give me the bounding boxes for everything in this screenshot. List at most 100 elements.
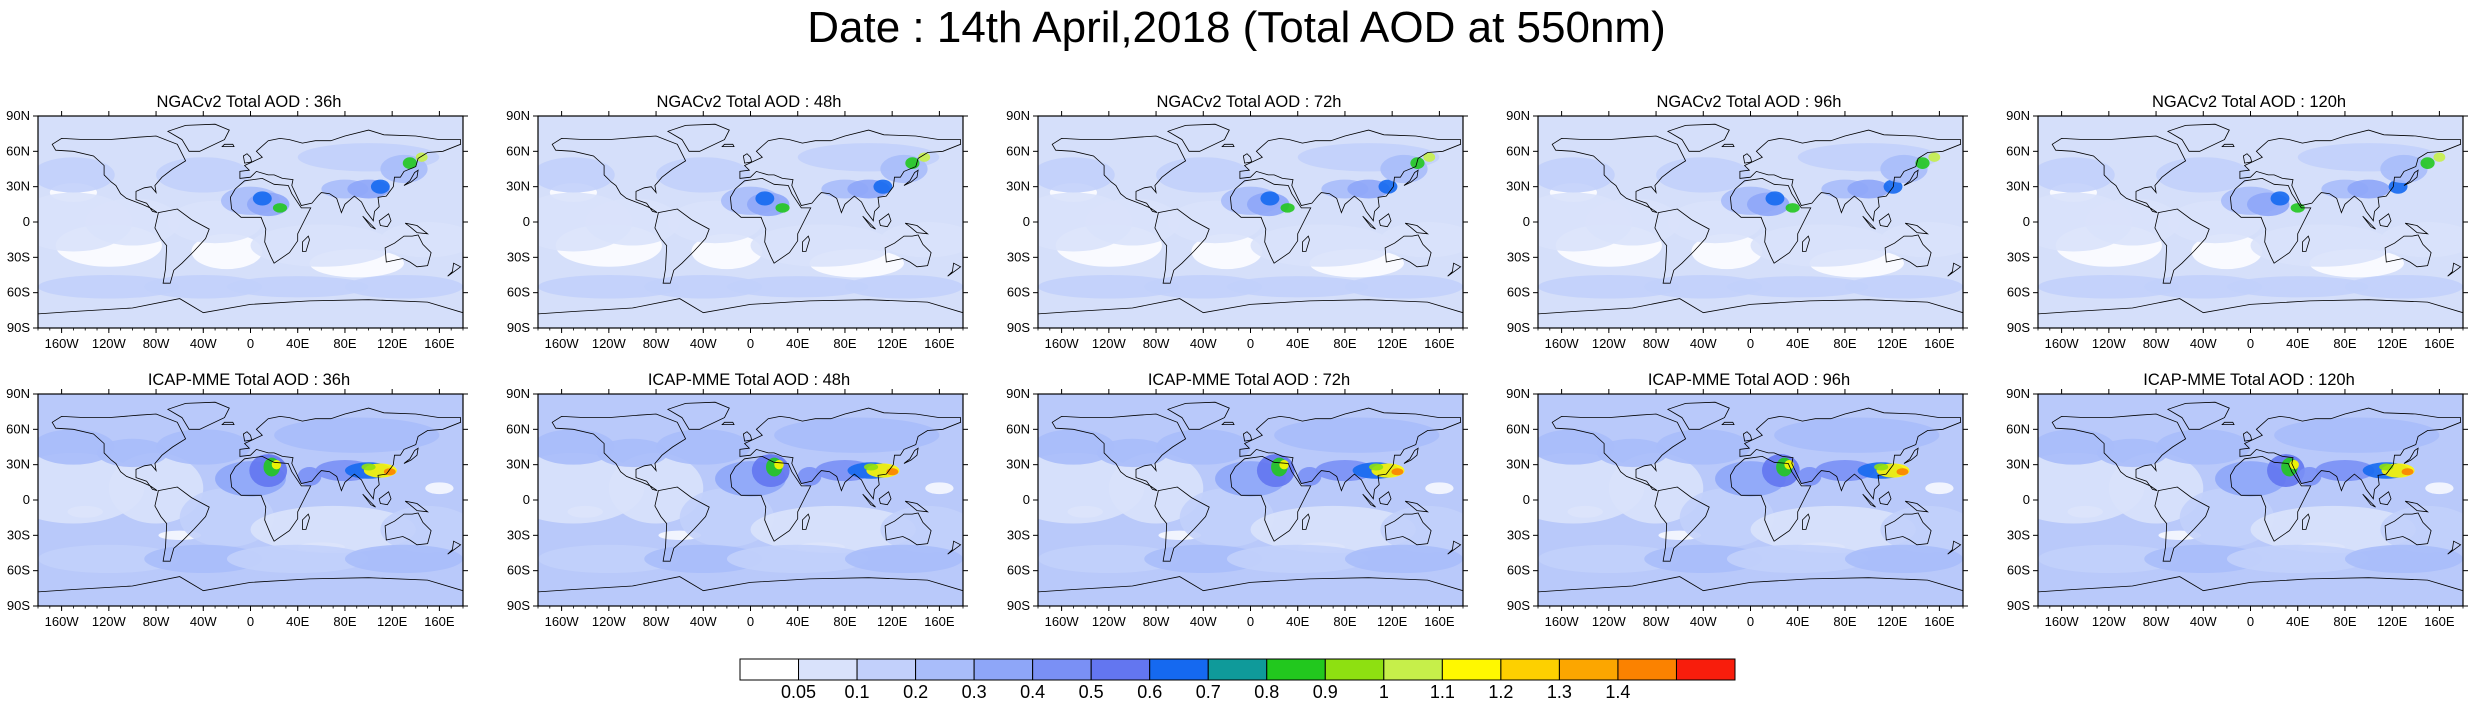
map-panel: NGACv2 Total AOD : 120h 90N 60N 30N 0 30S 60S 9… [2000, 92, 2473, 352]
coastline [729, 455, 812, 542]
lat-tick-label: 30S [2007, 527, 2030, 542]
coastline [1729, 177, 1812, 264]
coastline [1538, 298, 1963, 328]
coastline [1239, 407, 1461, 500]
lat-tick-label: 60S [507, 285, 530, 300]
coastline [903, 447, 919, 464]
lon-tick-label: 40E [1786, 336, 1809, 351]
coastline [2362, 215, 2376, 230]
aod-contour [344, 544, 463, 574]
coastline [878, 213, 892, 228]
aod-contour [2270, 191, 2290, 206]
panel-title: NGACv2 Total AOD : 48h [656, 93, 842, 111]
coastline [1721, 143, 1735, 147]
low-aod-region [925, 482, 954, 495]
aod-contour [2380, 222, 2463, 258]
coastline [2404, 222, 2429, 235]
aod-contour [2380, 505, 2463, 553]
aod-contour [1797, 467, 1822, 486]
aod-contour [644, 544, 763, 574]
lon-tick-label: 120E [2377, 614, 2408, 629]
coastline [1739, 129, 1961, 222]
colorbar-label: 0.3 [962, 682, 987, 701]
lon-tick-label: 80E [333, 336, 356, 351]
aod-contour [274, 417, 440, 453]
lat-tick-label: 90S [7, 598, 30, 613]
lat-tick-label: 90S [507, 320, 530, 335]
low-aod-region [1925, 482, 1954, 495]
aod-contour [1538, 157, 1615, 193]
aod-contour [38, 157, 115, 193]
lon-tick-label: 40E [786, 614, 809, 629]
colorbar-label: 1.4 [1605, 682, 1630, 701]
coastline [1051, 135, 1187, 213]
coastline [1154, 208, 1210, 284]
map-plot: 90N 60N 30N 0 30S 60S 90S 160W 120W 80W 40W 0 40E 80E… [6, 386, 468, 629]
coastline [1884, 512, 1932, 546]
map-plot: 90N 60N 30N 0 30S 60S 90S 160W 120W 80W 40W 0 40E 80E… [2006, 108, 2468, 351]
lon-tick-label: 80W [1143, 614, 1170, 629]
aod-contour [2250, 505, 2416, 553]
low-aod-region [425, 482, 454, 495]
lat-tick-label: 60S [7, 563, 30, 578]
map-panel: NGACv2 Total AOD : 48h 90N 60N 30N 0 30S 60S 90… [500, 92, 998, 352]
coastline [447, 540, 462, 555]
lon-tick-label: 80W [1643, 614, 1670, 629]
map-plot: 90N 60N 30N 0 30S 60S 90S 160W 120W 80W 40W 0 40E 80E… [506, 108, 968, 351]
aod-contour [1915, 157, 1930, 169]
aod-contour [1538, 429, 1615, 465]
lon-tick-label: 0 [247, 336, 254, 351]
aod-contour [1844, 544, 1963, 574]
lon-tick-label: 120E [1877, 336, 1908, 351]
coastline [378, 491, 392, 506]
aod-contour [1726, 276, 1869, 298]
coastline [154, 486, 210, 562]
coastline [2221, 143, 2235, 147]
lat-tick-label: 90N [1506, 108, 1530, 123]
aod-contour [250, 224, 393, 267]
lon-tick-label: 80E [1833, 336, 1856, 351]
map-panel: ICAP-MME Total AOD : 48h 90N 60N 30N 0 30S 60S… [500, 370, 998, 630]
aod-contour [1038, 429, 1115, 465]
panel-title: ICAP-MME Total AOD : 48h [647, 371, 851, 389]
lon-tick-label: 40W [690, 336, 717, 351]
aod-contour [1250, 505, 1416, 553]
coastline [1378, 213, 1392, 228]
coastline [884, 512, 932, 546]
coastline [742, 431, 753, 442]
lat-tick-label: 30N [6, 179, 30, 194]
coastline [403, 169, 419, 186]
coastline [2229, 455, 2312, 542]
coastline [239, 407, 461, 500]
coastline [1362, 493, 1376, 508]
lat-tick-label: 30N [2006, 179, 2030, 194]
aod-contour [1656, 157, 1751, 193]
aod-contour [361, 463, 376, 471]
aod-contour [2038, 429, 2115, 465]
coastline [2447, 540, 2462, 555]
coastline [403, 447, 419, 464]
aod-contour [1250, 224, 1393, 267]
aod-contour [1179, 488, 1275, 548]
coastline [229, 455, 312, 542]
coastline [2302, 235, 2310, 252]
aod-contour [272, 203, 288, 213]
coastline [302, 235, 310, 252]
aod-contour [2433, 152, 2446, 162]
lat-tick-label: 0 [2023, 214, 2030, 229]
coastline [1551, 135, 1687, 213]
lat-tick-label: 30N [506, 457, 530, 472]
aod-contour [226, 276, 369, 298]
aod-contour [775, 203, 790, 213]
figure-title: Date : 14th April,2018 (Total AOD at 550… [807, 3, 1666, 52]
lon-tick-label: 120E [1877, 614, 1908, 629]
coastline [166, 401, 230, 430]
aod-contour [85, 198, 180, 246]
map-panel: ICAP-MME Total AOD : 36h 90N 60N 30N 0 30S 60S… [0, 370, 498, 630]
lat-tick-label: 90N [6, 386, 30, 401]
coastline [551, 135, 687, 213]
coastline [1362, 215, 1376, 230]
coastline [538, 576, 963, 606]
colorbar-label: 0.7 [1196, 682, 1221, 701]
coastline [51, 413, 187, 491]
